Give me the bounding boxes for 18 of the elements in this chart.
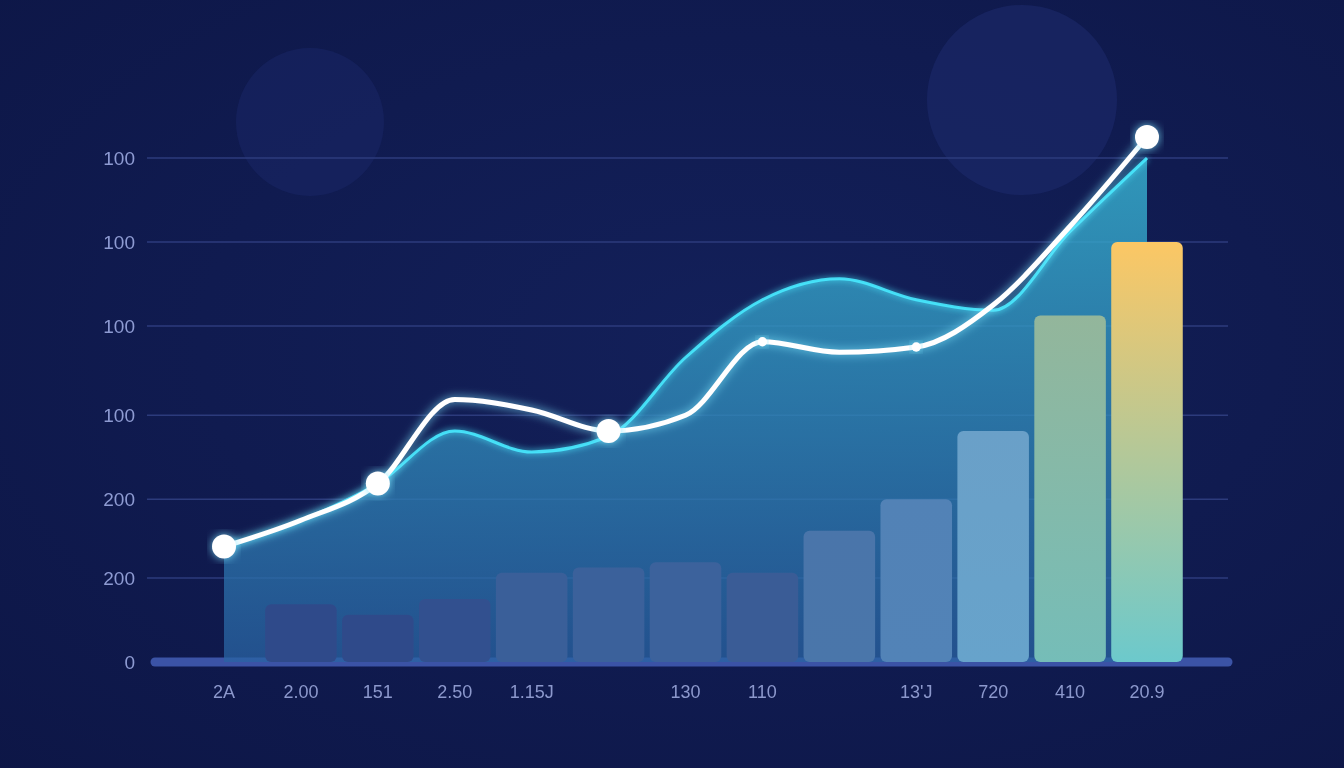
x-tick-label: 13'J (900, 682, 933, 703)
text: 0 (124, 651, 135, 673)
x-tick-label: 2.50 (437, 682, 473, 703)
x-tick-label: 20.9 (1129, 682, 1165, 703)
x-tick-label: 1.15J (509, 682, 554, 703)
x-tick-label: 151 (362, 682, 393, 703)
text: 200 (103, 567, 135, 589)
text: 100 (103, 147, 135, 169)
text: 100 (103, 231, 135, 253)
x-tick-label: 720 (978, 682, 1009, 703)
x-tick-label: 110 (748, 682, 777, 703)
x-tick-label: 2.00 (283, 682, 319, 703)
x-tick-label: 410 (1055, 682, 1086, 703)
text: 200 (103, 488, 135, 510)
x-tick-label: 2A (212, 682, 236, 703)
x-tick-label: 130 (670, 682, 701, 703)
text: 100 (103, 404, 135, 426)
text: 100 (103, 315, 135, 337)
